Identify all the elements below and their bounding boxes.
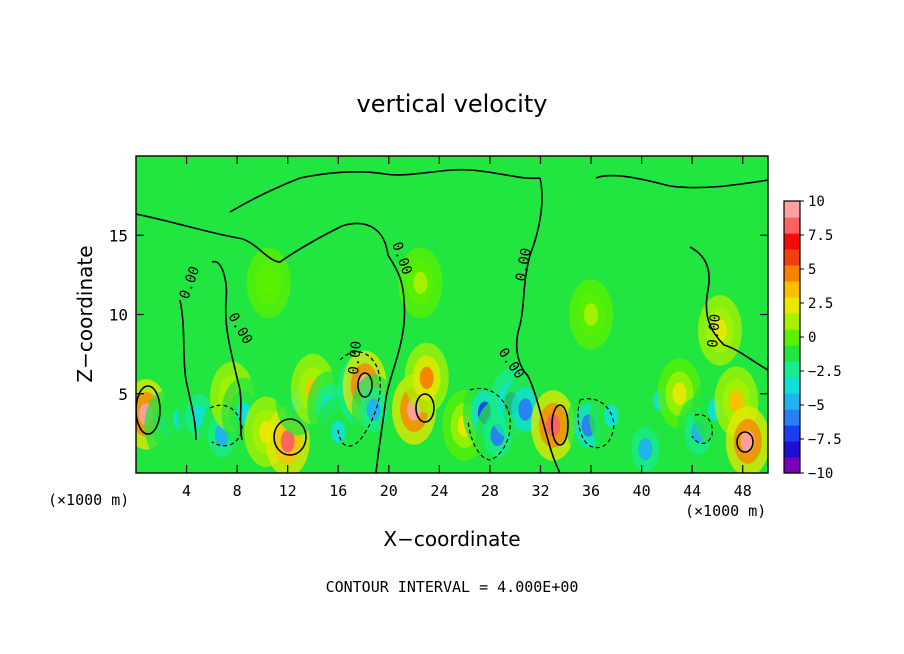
contour-label: 0.00 (705, 313, 724, 348)
contour-line-middle (515, 177, 561, 473)
y-tick-label: 10 (109, 306, 128, 325)
colorbar-ticks: 10 7.5 5 2.5 0 −2.5 −5 −7.5 −10 (800, 194, 842, 482)
colorbar-swatch (784, 329, 800, 346)
y-axis-label: Z−coordinate (73, 245, 97, 382)
velocity-cell-layer (672, 382, 687, 405)
velocity-cell-layer (518, 398, 533, 421)
y-axis: 5 10 15 (109, 226, 768, 404)
x-unit-right: (×1000 m) (685, 502, 766, 520)
velocity-cell (246, 247, 291, 318)
colorbar-swatch (784, 297, 800, 314)
y-tick-label: 5 (118, 385, 128, 404)
colorbar-swatch (784, 441, 800, 458)
x-tick-label: 16 (329, 482, 347, 500)
x-tick-label: 12 (279, 482, 297, 500)
x-tick-label: 44 (683, 482, 701, 500)
x-tick-label: 24 (430, 482, 448, 500)
colorbar-swatch (784, 361, 800, 378)
contour-dashed-4 (209, 404, 243, 447)
velocity-cell (404, 342, 449, 414)
colorbar-swatch (784, 217, 800, 234)
colorbar-tick-label: −10 (808, 466, 833, 482)
velocity-cell-layer (584, 303, 599, 326)
velocity-cell-layer (280, 430, 295, 453)
colorbar-swatch (784, 425, 800, 442)
colorbar-swatch (784, 457, 800, 474)
x-tick-label: 4 (182, 482, 191, 500)
velocity-cell-layer (729, 390, 744, 413)
colorbar-swatch (784, 265, 800, 282)
colorbar-swatch (784, 345, 800, 362)
colorbar-tick-label: 2.5 (808, 296, 833, 312)
contour-dashed-2 (467, 387, 511, 461)
contour-closed-33 (551, 404, 569, 446)
x-tick-label: 28 (481, 482, 499, 500)
colorbar-swatch (784, 409, 800, 426)
velocity-cell-layer (638, 438, 653, 461)
velocity-cell-layer (419, 366, 434, 390)
velocity-cell-layer (261, 271, 276, 294)
colorbar-tick-label: −7.5 (808, 432, 842, 448)
colorbar-swatch (784, 281, 800, 298)
contour-line-left-1 (211, 260, 243, 441)
contour-closed-18 (357, 372, 373, 398)
contour-label: 0.00 (513, 247, 535, 283)
contour-interval: CONTOUR INTERVAL = 4.000E+00 (326, 578, 579, 596)
velocity-cell (351, 374, 396, 445)
velocity-cell-layer (413, 271, 428, 294)
velocity-cell-layer (546, 414, 561, 437)
contour-closed-12 (273, 418, 307, 456)
colorbar-swatch (784, 233, 800, 250)
colorbar-swatch (784, 393, 800, 410)
contour-dashed-5 (691, 413, 713, 444)
contour-closed-22 (415, 393, 435, 423)
colorbar-swatch (784, 313, 800, 330)
x-axis-label: X−coordinate (383, 527, 520, 551)
colorbar-swatch (784, 377, 800, 394)
colorbar-tick-label: 5 (808, 262, 816, 278)
colorbar-swatch (784, 249, 800, 266)
velocity-cell (725, 406, 768, 473)
x-tick-label: 32 (531, 482, 549, 500)
colorbar: 10 7.5 5 2.5 0 −2.5 −5 −7.5 −10 (783, 194, 842, 482)
colorbar-tick-label: 0 (808, 330, 816, 346)
velocity-cell (589, 380, 634, 452)
contour-label: 0.00 (346, 340, 365, 375)
x-tick-label: 48 (734, 482, 752, 500)
colorbar-tick-label: 7.5 (808, 228, 833, 244)
x-tick-label: 8 (233, 482, 242, 500)
contour-dashed-1 (337, 351, 381, 447)
colorbar-swatches (784, 201, 800, 474)
colorbar-swatch (784, 201, 800, 218)
colorbar-tick-label: −2.5 (808, 364, 842, 380)
contour-line-right-lower (689, 246, 768, 371)
velocity-cell (569, 279, 614, 350)
contour-closed-left (136, 385, 161, 435)
x-unit-left: (×1000 m) (48, 491, 129, 509)
contour-lines (136, 168, 768, 473)
chart-title: vertical velocity (357, 90, 548, 118)
contour-line-left-2 (179, 299, 197, 441)
colorbar-tick-label: 10 (808, 194, 825, 210)
y-tick-label: 15 (109, 226, 128, 245)
colorbar-tick-label: −5 (808, 398, 825, 414)
velocity-cell-layer (366, 398, 381, 421)
x-tick-label: 36 (582, 482, 600, 500)
velocity-cell-layer (604, 404, 619, 428)
contour-line-right (595, 174, 768, 189)
contour-line-upper (136, 213, 406, 473)
contour-line-top (229, 168, 541, 213)
velocity-cell (398, 247, 443, 318)
contour-dashed-3 (577, 398, 615, 449)
contour-closed-48 (736, 431, 754, 453)
x-tick-label: 40 (633, 482, 651, 500)
plot-area: 0.00 0.00 0.00 0.00 0.00 0.00 0.00 4 8 12 1… (109, 155, 769, 500)
x-tick-label: 20 (380, 482, 398, 500)
x-axis: 4 8 12 16 20 24 28 32 36 40 44 48 (182, 156, 752, 500)
